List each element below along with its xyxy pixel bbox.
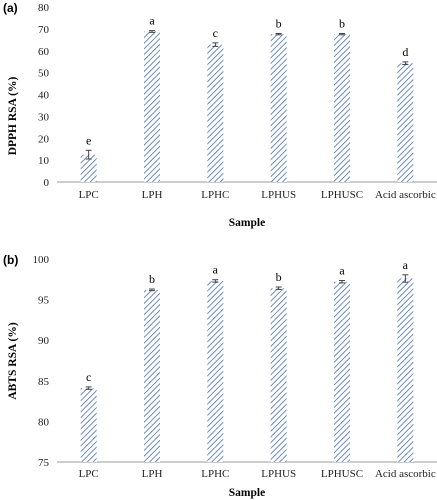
panel-b-xlabel: Sample [229,487,265,499]
significance-letter: a [339,264,345,278]
y-tick-label: 95 [38,295,50,307]
panel-a-ylabel: DPPH RSA (%) [7,77,19,156]
x-tick-label: Acid ascorbic [375,468,436,480]
significance-letter: a [403,258,409,272]
bar [397,278,414,462]
x-tick-label: LPHUS [261,468,296,480]
significance-letter: c [213,26,218,40]
y-tick-label: 0 [44,177,50,189]
x-tick-label: LPH [142,189,163,201]
significance-letter: a [213,263,219,277]
y-tick-label: 100 [33,254,50,266]
bar [80,388,97,462]
bar [270,288,287,462]
x-tick-label: LPHUSC [321,189,363,201]
x-tick-label: LPHUS [261,189,296,201]
bar [80,154,97,182]
x-tick-label: LPH [142,468,163,480]
y-tick-label: 40 [38,90,50,102]
y-tick-label: 20 [38,133,50,145]
x-tick-label: LPHC [201,189,229,201]
panel-b-label: (b) [3,253,18,267]
y-tick-label: 90 [38,335,50,347]
panel-b: (b) ABTS RSA (%) Sample 75 80 85 90 95 100 c LP… [3,253,437,499]
x-tick-label: LPC [79,189,99,201]
significance-letter: c [86,370,91,384]
bar [144,289,160,462]
significance-letter: b [339,16,345,30]
bar [270,34,287,182]
bar [207,44,224,182]
significance-letter: b [276,270,282,284]
panel-a-xlabel: Sample [229,217,265,229]
y-tick-label: 85 [38,376,50,388]
significance-letter: b [276,16,282,30]
bar [144,31,160,182]
panel-a-plot: 0 10 20 30 40 50 60 70 80 e LPC a LPH c LPHC b LPHUS b LPH… [38,2,437,201]
significance-letter: b [149,272,155,286]
y-tick-label: 70 [38,24,50,36]
panel-b-plot: 75 80 85 90 95 100 c LPC b LPH a LPHC b LPHUS a LPHUSC a… [33,254,437,480]
x-tick-label: LPHC [201,468,229,480]
y-tick-label: 75 [38,457,50,469]
panel-b-ylabel: ABTS RSA (%) [7,322,19,399]
panel-a: (a) DPPH RSA (%) Sample 0 10 20 30 40 50 60 70 8… [3,1,437,229]
significance-letter: e [86,133,91,147]
bar [207,280,224,462]
bar [334,34,350,182]
y-tick-label: 80 [38,2,50,14]
y-tick-label: 80 [38,416,50,428]
y-tick-label: 10 [38,155,50,167]
significance-letter: d [402,45,408,59]
y-tick-label: 30 [38,111,50,123]
x-tick-label: LPC [79,468,99,480]
x-tick-label: Acid ascorbic [375,189,436,201]
bar [397,63,414,182]
bar [334,281,350,462]
y-tick-label: 60 [38,46,50,58]
significance-letter: a [149,14,155,28]
y-tick-label: 50 [38,68,50,80]
x-tick-label: LPHUSC [321,468,363,480]
panel-a-label: (a) [3,1,18,15]
